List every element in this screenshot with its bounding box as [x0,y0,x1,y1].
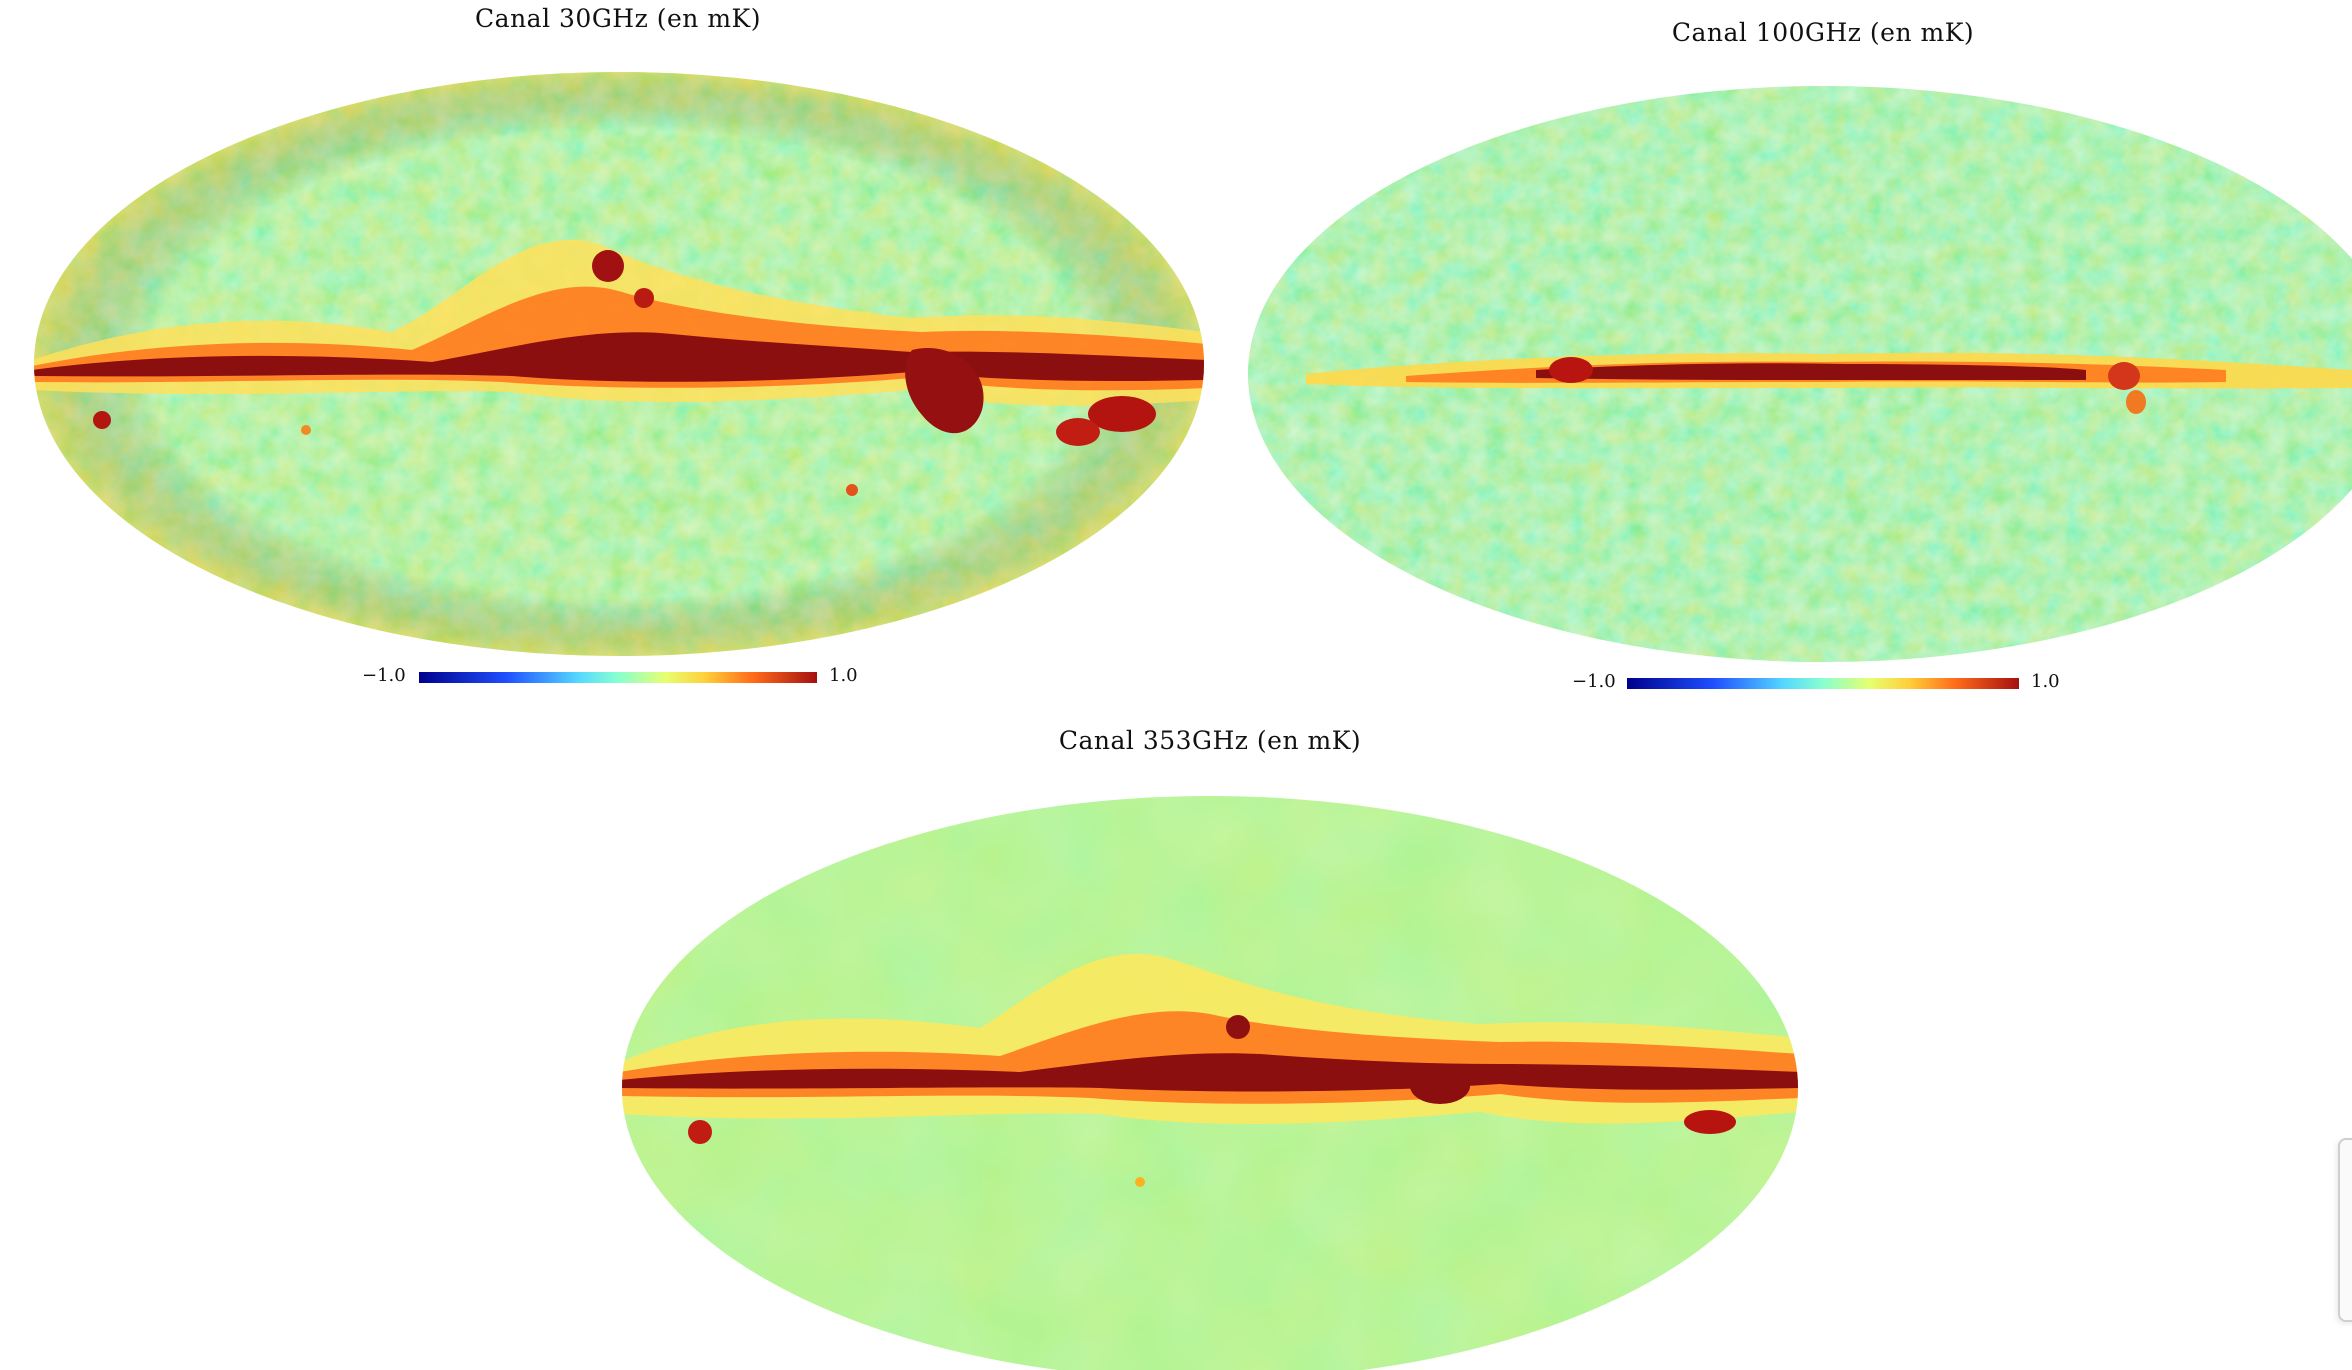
map-100ghz-mollweide [1248,86,2352,662]
map-30ghz-cbar-min: −1.0 [362,665,406,686]
side-panel-handle[interactable] [2338,1138,2352,1322]
map-100ghz-colorbar [1627,678,2019,689]
map-353ghz-title: Canal 353GHz (en mK) [1058,726,1362,755]
map-100ghz-title: Canal 100GHz (en mK) [1671,18,1975,47]
map-30ghz-colorbar [419,672,817,683]
map-100ghz-cbar-max: 1.0 [2031,671,2060,692]
map-30ghz-title: Canal 30GHz (en mK) [475,4,761,33]
map-30ghz-cbar-max: 1.0 [829,665,858,686]
map-353ghz-mollweide [622,796,1798,1370]
map-30ghz-mollweide [34,72,1204,656]
map-100ghz-cbar-min: −1.0 [1572,671,1616,692]
